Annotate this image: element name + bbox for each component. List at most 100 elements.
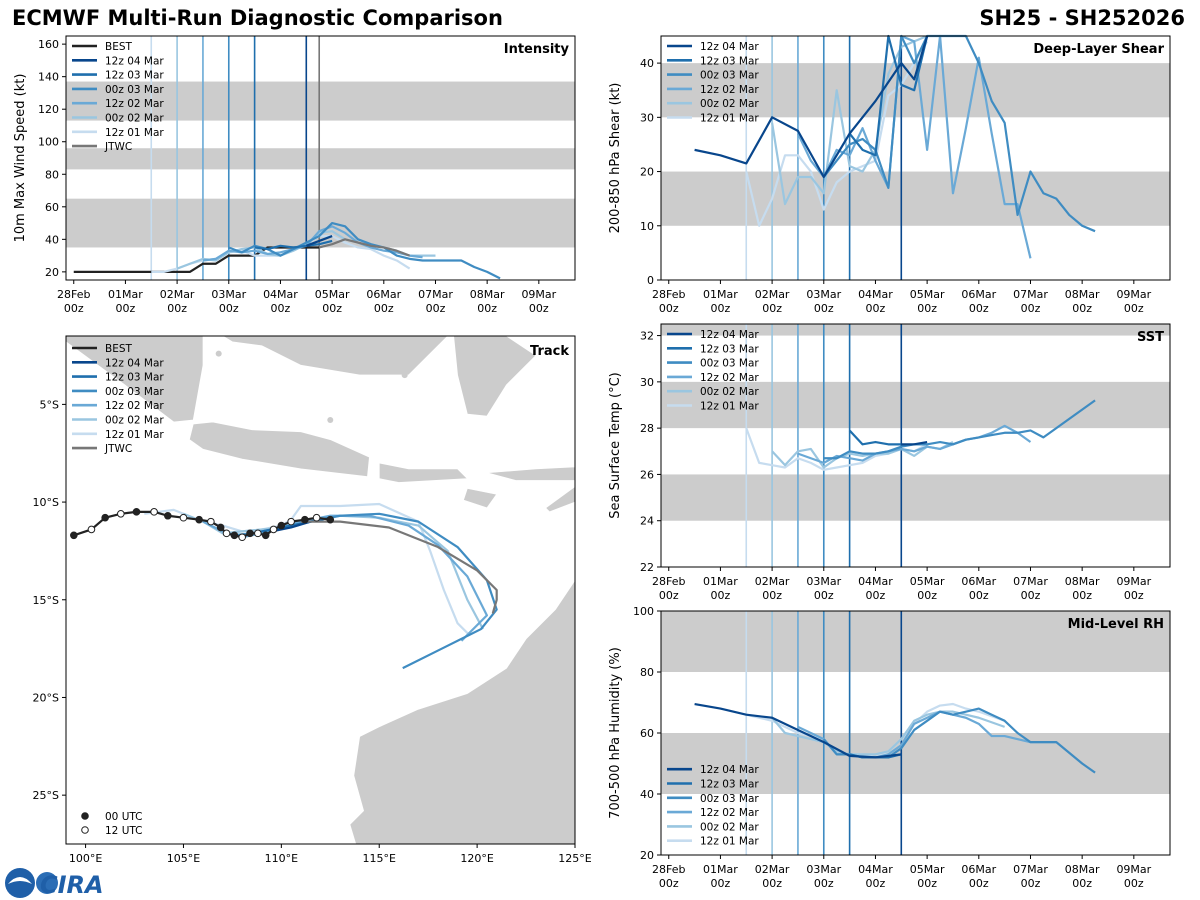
track-marker-legend-label: 00 UTC — [105, 811, 143, 823]
sst-xtick-label: 06Mar — [961, 575, 996, 588]
sst-band — [661, 474, 1170, 521]
sulawesi-landmass — [453, 336, 537, 417]
sst-band — [661, 324, 1170, 336]
intensity-frame — [65, 35, 576, 281]
rh-ytick-label: 100 — [633, 605, 654, 618]
rh-xtick-label: 00z — [1072, 877, 1092, 890]
track-title: Track — [530, 344, 569, 359]
intensity-series-line — [318, 238, 411, 257]
shear-xtick-label: 01Mar — [703, 288, 738, 301]
track-xtick-label: 105°E — [167, 852, 200, 865]
intensity-series-line — [305, 235, 333, 247]
sst-xtick-label: 03Mar — [806, 575, 841, 588]
rh-title: Mid-Level RH — [1068, 617, 1164, 632]
sst-xtick-label: 00z — [969, 589, 989, 602]
borneo-landmass — [221, 336, 449, 376]
rh-panel: 2040608010028Feb00z01Mar00z02Mar00z03Mar… — [608, 605, 1171, 890]
intensity-panel: 2040608010012014016028Feb00z01Mar00z02Ma… — [13, 35, 576, 315]
track-ytick-label: 10°S — [33, 496, 59, 509]
sst-legend-label: 12z 04 Mar — [700, 329, 759, 341]
shear-legend-label: 00z 02 Mar — [700, 98, 759, 110]
rh-xtick-label: 00z — [762, 877, 782, 890]
intensity-xtick-label: 03Mar — [211, 288, 246, 301]
sst-frame — [660, 323, 1171, 568]
intensity-xtick-label: 28Feb — [57, 288, 90, 301]
sst-series-line — [848, 429, 902, 446]
small-island — [327, 417, 334, 424]
shear-ytick-label: 40 — [640, 57, 654, 70]
track-marker-00utc — [216, 523, 225, 532]
shear-xtick-label: 00z — [711, 302, 731, 315]
intensity-ytick-label: 120 — [38, 103, 59, 116]
track-line — [271, 520, 312, 533]
track-marker-12utc — [254, 529, 262, 538]
shear-xtick-label: 08Mar — [1065, 288, 1100, 301]
noaa-logo-icon — [5, 868, 35, 898]
shear-panel: 01020304028Feb00z01Mar00z02Mar00z03Mar00… — [608, 34, 1171, 315]
sst-legend-label: 12z 03 Mar — [700, 343, 759, 355]
shear-xtick-label: 00z — [969, 302, 989, 315]
intensity-series-line — [254, 239, 333, 251]
shear-xtick-label: 00z — [762, 302, 782, 315]
figure-title: ECMWF Multi-Run Diagnostic Comparison — [12, 6, 503, 30]
track-line — [300, 520, 498, 614]
rh-xtick-label: 00z — [1021, 877, 1041, 890]
sst-series-line — [771, 441, 954, 469]
intensity-legend-label: 00z 02 Mar — [105, 113, 164, 125]
intensity-ytick-label: 20 — [45, 266, 59, 279]
cira-logo-text: CIRA — [40, 871, 104, 899]
intensity-ytick-label: 100 — [38, 136, 59, 149]
intensity-title: Intensity — [504, 42, 570, 57]
intensity-xtick-label: 00z — [426, 302, 446, 315]
intensity-band — [66, 148, 575, 170]
shear-xtick-label: 09Mar — [1116, 288, 1151, 301]
rh-xtick-label: 05Mar — [910, 863, 945, 876]
rh-legend-label: 12z 03 Mar — [700, 779, 759, 791]
rh-xtick-label: 00z — [917, 877, 937, 890]
track-marker-12utc — [222, 529, 231, 538]
java-landmass — [188, 421, 370, 478]
rh-xtick-label: 00z — [969, 877, 989, 890]
sst-series-line — [901, 440, 928, 446]
track-marker-12utc — [269, 525, 278, 534]
noaa-cira-logo: CIRA — [5, 868, 104, 899]
rh-xtick-label: 01Mar — [703, 863, 738, 876]
track-xtick-label: 120°E — [460, 852, 493, 865]
intensity-legend-label: 12z 03 Mar — [105, 70, 164, 82]
track-marker-00utc — [277, 521, 286, 530]
intensity-xtick-label: 00z — [271, 302, 291, 315]
intensity-ytick-label: 60 — [45, 201, 59, 214]
sst-series-line — [797, 424, 1032, 464]
sst-xtick-label: 09Mar — [1116, 575, 1151, 588]
rh-ytick-label: 60 — [640, 727, 654, 740]
track-marker-00utc — [246, 529, 254, 538]
rh-xtick-label: 07Mar — [1013, 863, 1048, 876]
intensity-xtick-label: 07Mar — [418, 288, 453, 301]
intensity-legend-label: 12z 04 Mar — [105, 55, 164, 67]
sst-xtick-label: 00z — [1072, 589, 1092, 602]
track-legend-label: 00z 03 Mar — [105, 386, 164, 398]
intensity-xtick-label: 00z — [374, 302, 394, 315]
shear-xtick-label: 00z — [814, 302, 834, 315]
track-marker-legend-symbol — [81, 826, 89, 834]
rh-legend-label: 00z 03 Mar — [700, 793, 759, 805]
intensity-xtick-label: 00z — [477, 302, 497, 315]
shear-xtick-label: 00z — [1072, 302, 1092, 315]
intensity-xtick-label: 00z — [529, 302, 549, 315]
cira-globe-icon — [36, 872, 58, 894]
track-marker-00utc — [101, 513, 109, 522]
track-ytick-label: 20°S — [33, 691, 59, 704]
rh-xtick-label: 00z — [814, 877, 834, 890]
track-marker-00utc — [326, 515, 335, 524]
track-marker-00utc — [195, 515, 203, 524]
rh-xtick-label: 28Feb — [652, 863, 685, 876]
sst-series-line — [823, 399, 1096, 460]
sst-xtick-label: 28Feb — [652, 575, 685, 588]
sst-ytick-label: 26 — [640, 468, 654, 481]
intensity-ytick-label: 80 — [45, 168, 59, 181]
rh-series-line — [771, 710, 1006, 756]
shear-ytick-label: 30 — [640, 111, 654, 124]
track-xtick-label: 110°E — [265, 852, 298, 865]
sst-ytick-label: 32 — [640, 330, 654, 343]
